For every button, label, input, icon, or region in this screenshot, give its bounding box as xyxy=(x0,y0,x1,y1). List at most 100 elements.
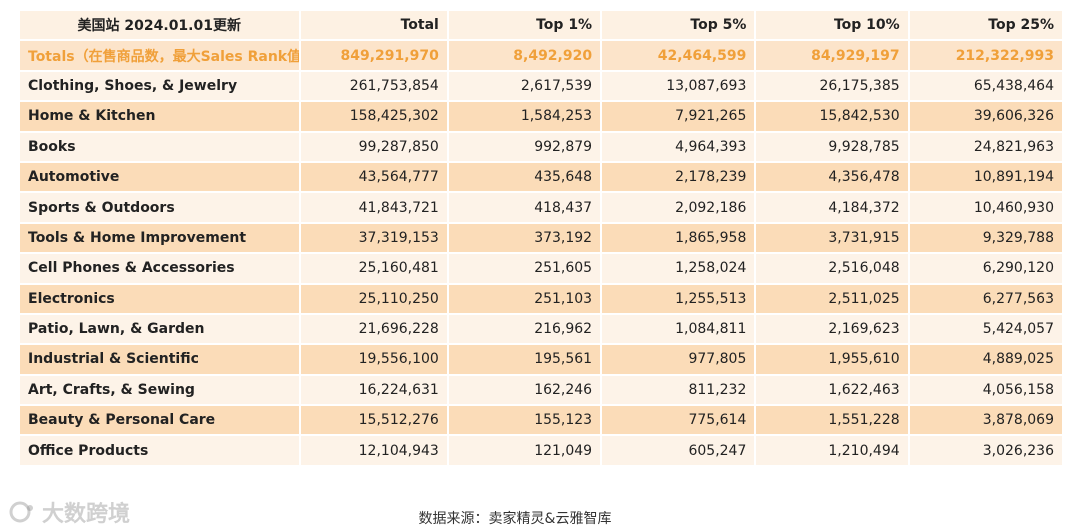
watermark-icon xyxy=(9,501,33,523)
value-cell: 16,224,631 xyxy=(300,375,447,405)
value-cell: 43,564,777 xyxy=(300,162,447,192)
value-cell: 977,805 xyxy=(602,345,755,374)
value-cell: 162,246 xyxy=(448,375,601,405)
table-row: Beauty & Personal Care 15,512,276 155,123 7… xyxy=(20,406,1062,435)
value-cell: 3,026,236 xyxy=(909,436,1062,465)
value-cell: 39,606,326 xyxy=(909,102,1062,131)
header-cell: Top 1% xyxy=(448,11,601,40)
totals-cell: 8,492,920 xyxy=(448,41,601,70)
table-row: Sports & Outdoors 41,843,721 418,437 2,092,… xyxy=(20,193,1062,222)
value-cell: 6,277,563 xyxy=(909,284,1062,313)
category-cell: Industrial & Scientific xyxy=(20,345,299,374)
table-row: Electronics 25,110,250 251,103 1,255,513 2,5… xyxy=(20,284,1062,313)
value-cell: 6,290,120 xyxy=(909,254,1062,283)
category-cell: Tools & Home Improvement xyxy=(20,223,299,253)
value-cell: 5,424,057 xyxy=(909,314,1062,344)
table-row: Patio, Lawn, & Garden 21,696,228 216,962 1,… xyxy=(20,314,1062,344)
value-cell: 158,425,302 xyxy=(300,102,447,131)
value-cell: 605,247 xyxy=(602,436,755,465)
value-cell: 9,329,788 xyxy=(909,223,1062,253)
totals-cell: 84,929,197 xyxy=(756,41,908,70)
value-cell: 4,964,393 xyxy=(602,132,755,161)
value-cell: 1,622,463 xyxy=(756,375,908,405)
value-cell: 19,556,100 xyxy=(300,345,447,374)
value-cell: 1,255,513 xyxy=(602,284,755,313)
value-cell: 25,160,481 xyxy=(300,254,447,283)
header-cell: Top 5% xyxy=(602,11,755,40)
totals-cell: Totals（在售商品数，最大Sales Rank值） xyxy=(20,41,299,70)
value-cell: 4,356,478 xyxy=(756,162,908,192)
category-cell: Art, Crafts, & Sewing xyxy=(20,375,299,405)
header-cell: Top 25% xyxy=(909,11,1062,40)
table-row: Tools & Home Improvement 37,319,153 373,19… xyxy=(20,223,1062,253)
table-row: Books 99,287,850 992,879 4,964,393 9,928,785… xyxy=(20,132,1062,161)
value-cell: 25,110,250 xyxy=(300,284,447,313)
value-cell: 373,192 xyxy=(448,223,601,253)
value-cell: 121,049 xyxy=(448,436,601,465)
source-note: 数据来源：卖家精灵&云雅智库 xyxy=(418,511,612,527)
value-cell: 41,843,721 xyxy=(300,193,447,222)
value-cell: 26,175,385 xyxy=(756,71,908,101)
value-cell: 37,319,153 xyxy=(300,223,447,253)
category-cell: Patio, Lawn, & Garden xyxy=(20,314,299,344)
value-cell: 2,178,239 xyxy=(602,162,755,192)
value-cell: 1,210,494 xyxy=(756,436,908,465)
totals-cell: 42,464,599 xyxy=(602,41,755,70)
value-cell: 251,103 xyxy=(448,284,601,313)
value-cell: 1,865,958 xyxy=(602,223,755,253)
value-cell: 418,437 xyxy=(448,193,601,222)
value-cell: 9,928,785 xyxy=(756,132,908,161)
value-cell: 4,056,158 xyxy=(909,375,1062,405)
value-cell: 2,169,623 xyxy=(756,314,908,344)
value-cell: 1,955,610 xyxy=(756,345,908,374)
value-cell: 2,092,186 xyxy=(602,193,755,222)
value-cell: 13,087,693 xyxy=(602,71,755,101)
table-row: Art, Crafts, & Sewing 16,224,631 162,246 81… xyxy=(20,375,1062,405)
category-cell: Beauty & Personal Care xyxy=(20,406,299,435)
value-cell: 15,512,276 xyxy=(300,406,447,435)
value-cell: 7,921,265 xyxy=(602,102,755,131)
value-cell: 4,889,025 xyxy=(909,345,1062,374)
totals-cell: 849,291,970 xyxy=(300,41,447,70)
value-cell: 1,258,024 xyxy=(602,254,755,283)
header-row: 美国站 2024.01.01更新 Total Top 1% Top 5% Top 10%… xyxy=(20,11,1062,40)
category-cell: Books xyxy=(20,132,299,161)
table-row: Clothing, Shoes, & Jewelry 261,753,854 2,6… xyxy=(20,71,1062,101)
value-cell: 65,438,464 xyxy=(909,71,1062,101)
value-cell: 12,104,943 xyxy=(300,436,447,465)
value-cell: 2,617,539 xyxy=(448,71,601,101)
category-cell: Clothing, Shoes, & Jewelry xyxy=(20,71,299,101)
table-row: Home & Kitchen 158,425,302 1,584,253 7,921,… xyxy=(20,102,1062,131)
value-cell: 21,696,228 xyxy=(300,314,447,344)
value-cell: 10,460,930 xyxy=(909,193,1062,222)
header-cell: Total xyxy=(300,11,447,40)
value-cell: 435,648 xyxy=(448,162,601,192)
value-cell: 992,879 xyxy=(448,132,601,161)
header-cell: 美国站 2024.01.01更新 xyxy=(20,11,299,40)
category-cell: Automotive xyxy=(20,162,299,192)
value-cell: 3,878,069 xyxy=(909,406,1062,435)
value-cell: 10,891,194 xyxy=(909,162,1062,192)
totals-cell: 212,322,993 xyxy=(909,41,1062,70)
value-cell: 4,184,372 xyxy=(756,193,908,222)
value-cell: 3,731,915 xyxy=(756,223,908,253)
value-cell: 216,962 xyxy=(448,314,601,344)
table-row: Industrial & Scientific 19,556,100 195,561… xyxy=(20,345,1062,374)
data-table: 美国站 2024.01.01更新 Total Top 1% Top 5% Top 10%… xyxy=(18,9,1064,467)
value-cell: 2,511,025 xyxy=(756,284,908,313)
table-row: Cell Phones & Accessories 25,160,481 251,6… xyxy=(20,254,1062,283)
category-cell: Home & Kitchen xyxy=(20,102,299,131)
totals-row: Totals（在售商品数，最大Sales Rank值） 849,291,970 8,… xyxy=(20,41,1062,70)
value-cell: 1,584,253 xyxy=(448,102,601,131)
value-cell: 251,605 xyxy=(448,254,601,283)
value-cell: 99,287,850 xyxy=(300,132,447,161)
watermark-text: 大数跨境 xyxy=(42,502,131,527)
value-cell: 811,232 xyxy=(602,375,755,405)
category-cell: Electronics xyxy=(20,284,299,313)
value-cell: 24,821,963 xyxy=(909,132,1062,161)
value-cell: 261,753,854 xyxy=(300,71,447,101)
category-cell: Cell Phones & Accessories xyxy=(20,254,299,283)
value-cell: 1,551,228 xyxy=(756,406,908,435)
value-cell: 775,614 xyxy=(602,406,755,435)
